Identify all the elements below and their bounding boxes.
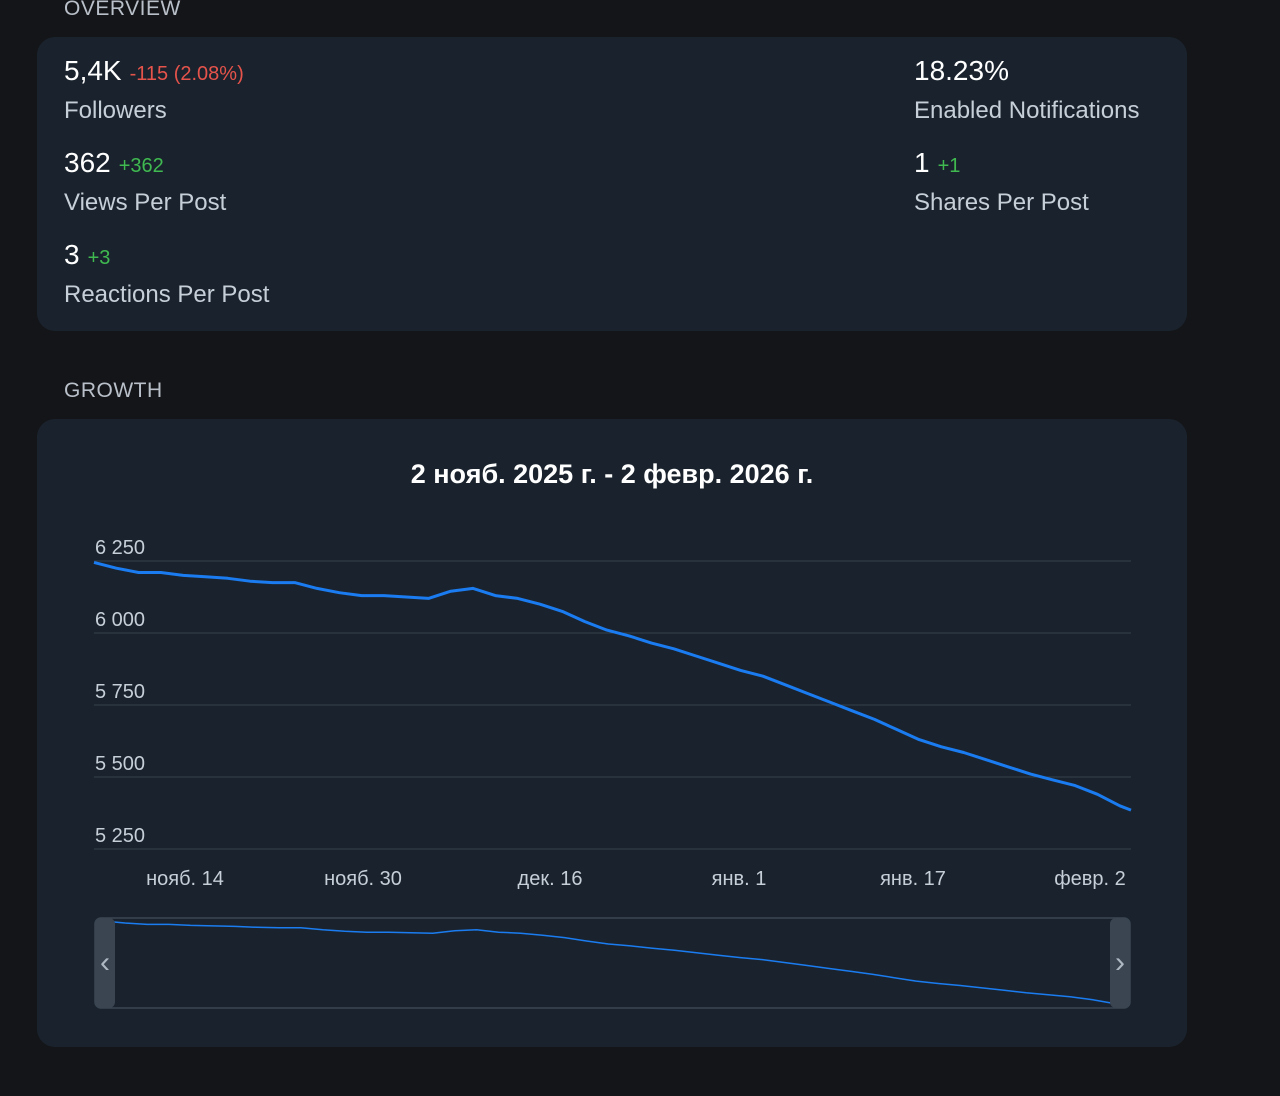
navigator-right-handle-icon: › — [1115, 946, 1125, 979]
views-per-post-delta: +362 — [118, 155, 164, 177]
y-tick-label: 5 750 — [95, 681, 145, 703]
enabled-notifications-stat: 18.23% Enabled Notifications — [914, 55, 1139, 125]
y-tick-label: 5 500 — [95, 753, 145, 775]
range-navigator[interactable]: ‹ › — [94, 917, 1131, 1009]
enabled-notifications-label: Enabled Notifications — [914, 97, 1140, 124]
followers-value: 5,4K — [64, 55, 122, 86]
views-per-post-value: 362 — [64, 147, 111, 178]
reactions-per-post-label: Reactions Per Post — [64, 281, 270, 308]
x-tick-label: янв. 17 — [880, 868, 946, 890]
shares-per-post-value: 1 — [914, 147, 930, 178]
followers-label: Followers — [64, 97, 167, 124]
followers-series-line — [93, 560, 1132, 812]
x-axis-labels: нояб. 14 нояб. 30 дек. 16 янв. 1 янв. 17 февр… — [146, 868, 1126, 890]
x-tick-label: дек. 16 — [518, 868, 583, 890]
reactions-per-post-value: 3 — [64, 239, 80, 270]
shares-per-post-delta: +1 — [937, 155, 961, 177]
chart-grid — [94, 560, 1131, 850]
views-per-post-stat: 362 +362 Views Per Post — [64, 147, 226, 217]
reactions-per-post-delta: +3 — [87, 247, 111, 269]
shares-per-post-stat: 1 +1 Shares Per Post — [914, 147, 1089, 217]
x-tick-label: февр. 2 — [1054, 868, 1126, 890]
navigator-right-handle[interactable] — [1110, 918, 1130, 1008]
y-tick-label: 6 000 — [95, 609, 145, 631]
navigator-line-layer — [102, 920, 1126, 1006]
y-axis-labels: 6 250 6 000 5 750 5 500 5 250 — [95, 537, 145, 847]
followers-stat: 5,4K -115 (2.08%) Followers — [64, 55, 244, 125]
y-tick-label: 6 250 — [95, 537, 145, 559]
overview-card: 5,4K -115 (2.08%) Followers 362 +362 Vie… — [37, 37, 1187, 331]
growth-section-title: GROWTH — [64, 379, 163, 402]
x-tick-label: янв. 1 — [712, 868, 767, 890]
shares-per-post-label: Shares Per Post — [914, 189, 1089, 216]
chart-range-title: 2 нояб. 2025 г. - 2 февр. 2026 г. — [410, 459, 814, 489]
chart-line-layer — [93, 560, 1132, 812]
x-tick-label: нояб. 14 — [146, 868, 224, 890]
navigator-series-line — [102, 920, 1126, 1006]
followers-delta: -115 (2.08%) — [129, 63, 244, 85]
enabled-notifications-value: 18.23% — [914, 55, 1009, 86]
views-per-post-label: Views Per Post — [64, 189, 227, 216]
navigator-left-handle[interactable] — [95, 918, 115, 1008]
growth-card: 2 нояб. 2025 г. - 2 февр. 2026 г. 6 250 6… — [37, 419, 1187, 1047]
navigator-left-handle-icon: ‹ — [100, 946, 110, 979]
reactions-per-post-stat: 3 +3 Reactions Per Post — [64, 239, 269, 309]
navigator-frame[interactable] — [94, 917, 1131, 1009]
overview-section-title: OVERVIEW — [64, 0, 181, 20]
x-tick-label: нояб. 30 — [324, 868, 402, 890]
y-tick-label: 5 250 — [95, 825, 145, 847]
